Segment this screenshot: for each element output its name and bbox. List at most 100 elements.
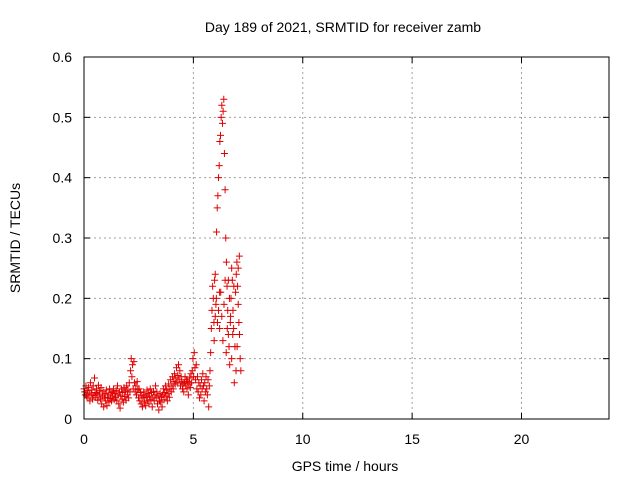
data-point [184, 391, 192, 399]
data-point [212, 294, 220, 302]
data-point [176, 367, 184, 375]
data-point [182, 382, 190, 390]
data-point [228, 264, 236, 272]
data-point [230, 379, 238, 387]
data-point [226, 361, 234, 369]
y-tick-label: 0.1 [53, 351, 73, 367]
data-point [207, 349, 215, 357]
data-point [234, 264, 242, 272]
data-point [218, 312, 226, 320]
data-point [232, 288, 240, 296]
data-point [203, 391, 211, 399]
x-tick-label: 5 [189, 431, 197, 447]
data-point [215, 162, 223, 170]
data-point [153, 388, 161, 396]
data-point [227, 312, 235, 320]
data-point [181, 373, 189, 381]
data-point [163, 397, 171, 405]
data-point [219, 337, 227, 345]
data-point [102, 397, 110, 405]
data-point [222, 234, 230, 242]
x-tick-label: 0 [80, 431, 88, 447]
data-point [135, 385, 143, 393]
chart-title: Day 189 of 2021, SRMTID for receiver zam… [205, 19, 481, 35]
data-point [96, 387, 104, 395]
data-point [205, 382, 213, 390]
data-point [207, 325, 215, 332]
data-point [112, 387, 120, 395]
data-point [200, 397, 208, 405]
data-point [225, 294, 233, 302]
data-point [130, 358, 138, 366]
data-point [228, 355, 236, 363]
data-point [235, 318, 243, 326]
data-point [220, 150, 228, 158]
x-tick-label: 15 [404, 431, 420, 447]
data-point [199, 382, 207, 390]
data-point [233, 258, 241, 266]
data-point [199, 370, 207, 378]
data-point [136, 388, 144, 396]
data-point [183, 385, 191, 393]
data-point [143, 386, 151, 394]
data-point [161, 382, 169, 390]
data-point [232, 367, 240, 375]
data-point [221, 186, 229, 194]
data-point [222, 349, 230, 357]
data-point [229, 331, 237, 339]
data-point [215, 306, 223, 314]
data-point [235, 252, 243, 260]
data-point [95, 391, 103, 399]
data-point [213, 204, 221, 212]
data-point [220, 300, 228, 308]
data-point [125, 394, 133, 402]
data-point [234, 300, 242, 308]
data-point [116, 404, 124, 412]
data-point [188, 379, 196, 387]
data-point [175, 361, 182, 369]
data-point [197, 376, 205, 384]
data-point [211, 276, 219, 284]
data-point [218, 119, 226, 127]
data-point [163, 386, 171, 394]
data-point [206, 367, 214, 375]
data-point [155, 406, 163, 414]
data-point [230, 325, 238, 332]
data-point [215, 174, 223, 182]
y-tick-label: 0.3 [53, 230, 73, 246]
data-point [225, 343, 233, 351]
data-point [209, 282, 217, 290]
data-point [221, 276, 229, 284]
data-point [138, 392, 146, 400]
data-point [217, 113, 225, 121]
data-point [233, 343, 241, 351]
data-point [152, 382, 160, 390]
x-tick-label: 20 [514, 431, 530, 447]
y-axis-label: SRMTID / TECUs [7, 183, 23, 293]
data-point [142, 402, 150, 410]
data-point [204, 376, 212, 384]
data-point [132, 382, 140, 390]
data-point [100, 403, 108, 411]
data-point [101, 390, 109, 398]
data-point [89, 382, 97, 390]
data-point [155, 397, 163, 405]
data-point [236, 355, 244, 363]
data-point [146, 392, 154, 400]
data-point [138, 403, 146, 411]
data-point [212, 300, 220, 308]
data-point [148, 403, 156, 411]
y-tick-label: 0.2 [53, 290, 73, 306]
data-point [150, 387, 158, 395]
y-tick-label: 0.4 [53, 170, 73, 186]
data-point [115, 400, 123, 408]
data-point [171, 370, 179, 378]
data-point [102, 386, 110, 394]
data-point [232, 270, 240, 278]
data-point [137, 400, 145, 408]
data-point [214, 192, 222, 200]
data-point [192, 361, 200, 369]
data-point [165, 393, 173, 401]
data-point [230, 282, 238, 290]
data-point [145, 400, 153, 408]
